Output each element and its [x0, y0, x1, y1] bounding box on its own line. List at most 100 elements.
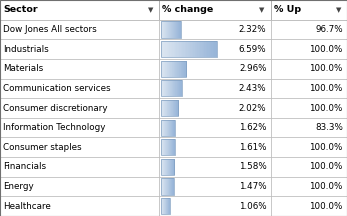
- Bar: [162, 198, 163, 214]
- Bar: [163, 21, 164, 38]
- Bar: [182, 41, 184, 57]
- Bar: [172, 80, 173, 97]
- Bar: [177, 80, 178, 97]
- Bar: [170, 80, 171, 97]
- Bar: [202, 41, 203, 57]
- Bar: [182, 61, 183, 77]
- Bar: [164, 61, 165, 77]
- Text: 96.7%: 96.7%: [315, 25, 343, 34]
- Bar: [172, 41, 174, 57]
- Bar: [171, 159, 172, 175]
- Bar: [159, 98, 271, 118]
- Bar: [161, 21, 181, 38]
- Bar: [165, 159, 166, 175]
- Bar: [159, 39, 271, 59]
- Bar: [215, 41, 217, 57]
- Bar: [168, 198, 169, 214]
- Bar: [170, 80, 171, 97]
- Bar: [172, 159, 173, 175]
- Bar: [168, 41, 170, 57]
- Bar: [166, 198, 167, 214]
- Bar: [163, 100, 164, 116]
- Bar: [166, 159, 167, 175]
- Bar: [176, 80, 177, 97]
- Bar: [174, 100, 175, 116]
- Bar: [165, 80, 166, 97]
- Bar: [170, 159, 171, 175]
- Bar: [168, 198, 169, 214]
- Bar: [179, 61, 180, 77]
- Bar: [167, 198, 168, 214]
- Bar: [165, 198, 166, 214]
- Bar: [165, 178, 166, 195]
- Bar: [167, 198, 168, 214]
- Bar: [159, 118, 271, 137]
- Bar: [271, 157, 347, 177]
- Bar: [176, 21, 177, 38]
- Bar: [163, 198, 164, 214]
- Bar: [162, 178, 163, 195]
- Bar: [177, 21, 178, 38]
- Bar: [167, 80, 168, 97]
- Bar: [186, 61, 187, 77]
- Bar: [168, 119, 169, 136]
- Bar: [165, 100, 166, 116]
- Text: Information Technology: Information Technology: [3, 123, 106, 132]
- Bar: [176, 21, 177, 38]
- Bar: [169, 80, 170, 97]
- Bar: [166, 119, 167, 136]
- Bar: [161, 100, 162, 116]
- Bar: [170, 21, 171, 38]
- Bar: [161, 139, 162, 155]
- Bar: [167, 159, 168, 175]
- Bar: [174, 21, 175, 38]
- Bar: [165, 119, 166, 136]
- Bar: [171, 100, 172, 116]
- Bar: [169, 41, 171, 57]
- Text: 6.59%: 6.59%: [239, 44, 266, 54]
- Bar: [163, 178, 164, 195]
- Bar: [168, 178, 169, 195]
- Bar: [172, 100, 173, 116]
- Bar: [163, 119, 164, 136]
- Bar: [175, 61, 176, 77]
- Bar: [173, 61, 174, 77]
- Bar: [167, 41, 168, 57]
- Text: Communication services: Communication services: [3, 84, 111, 93]
- Bar: [168, 119, 169, 136]
- Bar: [173, 178, 174, 195]
- Text: Materials: Materials: [3, 64, 44, 73]
- Bar: [163, 100, 164, 116]
- Bar: [0, 39, 159, 59]
- Bar: [159, 137, 271, 157]
- Text: 100.0%: 100.0%: [310, 84, 343, 93]
- Bar: [170, 178, 171, 195]
- Bar: [180, 61, 181, 77]
- Text: 2.43%: 2.43%: [239, 84, 266, 93]
- Text: 2.32%: 2.32%: [239, 25, 266, 34]
- Bar: [178, 80, 179, 97]
- Bar: [173, 178, 174, 195]
- Bar: [166, 100, 167, 116]
- Bar: [164, 159, 165, 175]
- Bar: [163, 61, 164, 77]
- Bar: [166, 139, 167, 155]
- Bar: [169, 21, 170, 38]
- Bar: [164, 119, 165, 136]
- Bar: [168, 139, 169, 155]
- Bar: [172, 159, 173, 175]
- Text: Healthcare: Healthcare: [3, 202, 51, 211]
- Text: 100.0%: 100.0%: [310, 143, 343, 152]
- Text: ▼: ▼: [259, 7, 265, 13]
- Bar: [166, 159, 167, 175]
- Bar: [173, 80, 174, 97]
- Bar: [169, 61, 170, 77]
- Text: 100.0%: 100.0%: [310, 103, 343, 113]
- Bar: [161, 139, 175, 155]
- Bar: [161, 178, 174, 195]
- Text: 1.61%: 1.61%: [239, 143, 266, 152]
- Bar: [168, 139, 169, 155]
- Bar: [176, 61, 177, 77]
- Bar: [174, 139, 175, 155]
- Bar: [271, 79, 347, 98]
